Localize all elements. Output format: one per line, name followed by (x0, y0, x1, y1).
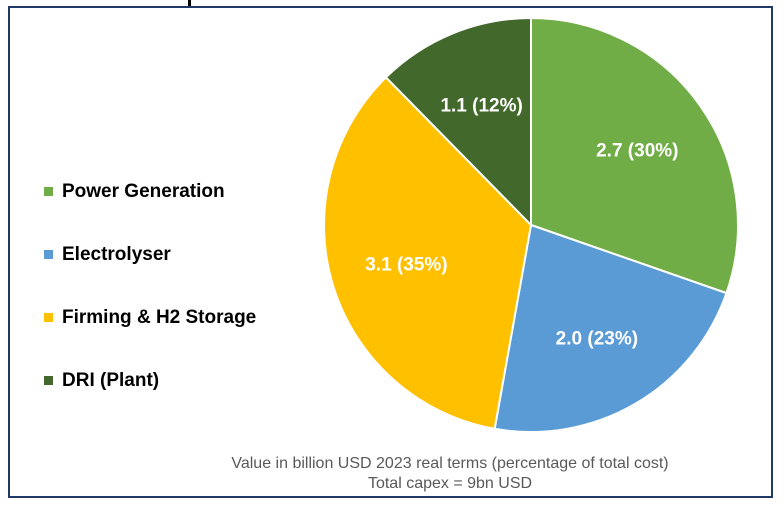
pie-slice (530, 16, 739, 295)
data-label: 1.1 (12%) (440, 95, 522, 116)
legend-item: Power Generation (44, 160, 256, 223)
pie-slice (323, 75, 533, 430)
note-total: Total capex = 9bn USD (367, 475, 533, 492)
legend-item: DRI (Plant) (44, 349, 256, 412)
data-label: 2.0 (23%) (556, 329, 638, 350)
cropped-title-fragment (188, 0, 191, 6)
legend-label: Power Generation (62, 180, 225, 202)
legend-item: Electrolyser (44, 223, 256, 286)
legend-label: Electrolyser (62, 243, 171, 265)
legend-label: DRI (Plant) (62, 369, 160, 391)
legend-swatch (44, 313, 53, 322)
legend-label: Firming & H2 Storage (62, 306, 257, 328)
legend-item: Firming & H2 Storage (44, 286, 256, 349)
pie-slice (384, 16, 532, 228)
legend: Power Generation Electrolyser Firming & … (44, 160, 256, 412)
pie-slice (493, 223, 728, 433)
legend-swatch (44, 376, 53, 385)
legend-swatch (44, 250, 53, 259)
chart-frame (8, 6, 773, 498)
legend-swatch (44, 187, 53, 196)
data-label: 2.7 (30%) (596, 140, 678, 161)
note-units: Value in billion USD 2023 real terms (pe… (231, 455, 669, 472)
data-label: 3.1 (35%) (365, 255, 447, 276)
